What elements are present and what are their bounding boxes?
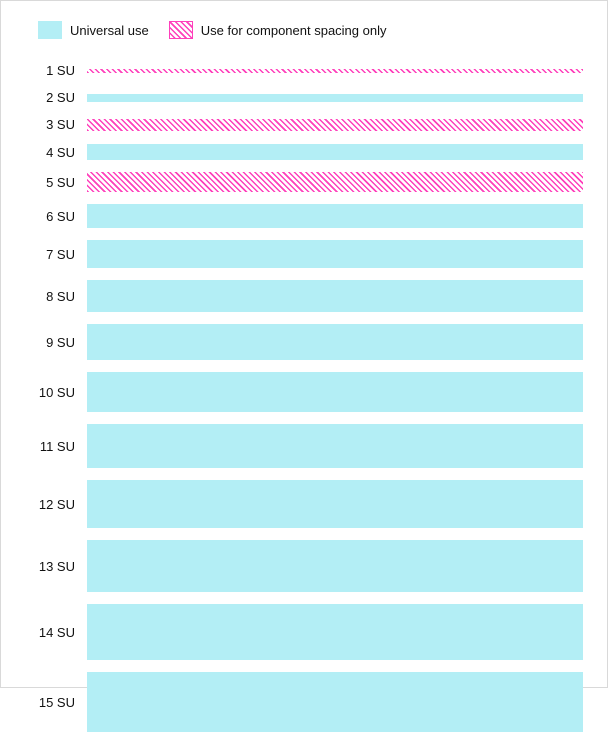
spacing-bar-universal (87, 672, 583, 732)
spacing-row-label: 14 SU (25, 625, 87, 640)
spacing-row: 13 SU (25, 540, 583, 592)
spacing-rows: 1 SU 2 SU 3 SU 4 SU 5 SU 6 SU 7 SU 8 SU 9 SU 10 S… (25, 63, 583, 732)
spacing-row-label: 8 SU (25, 289, 87, 304)
spacing-row: 4 SU (25, 144, 583, 160)
spacing-row: 8 SU (25, 280, 583, 312)
spacing-bar-universal (87, 324, 583, 360)
legend: Universal use Use for component spacing … (38, 21, 583, 39)
spacing-row: 7 SU (25, 240, 583, 268)
spacing-row-label: 11 SU (25, 439, 87, 454)
spacing-row: 12 SU (25, 480, 583, 528)
spacing-bar-universal (87, 94, 583, 102)
spacing-row-label: 9 SU (25, 335, 87, 350)
legend-universal-label: Universal use (70, 23, 149, 38)
spacing-bar-universal (87, 372, 583, 412)
spacing-row: 10 SU (25, 372, 583, 412)
spacing-row-label: 13 SU (25, 559, 87, 574)
component-spacing-swatch-icon (169, 21, 193, 39)
spacing-row-label: 6 SU (25, 209, 87, 224)
legend-component-spacing: Use for component spacing only (169, 21, 387, 39)
spacing-bar-component (87, 119, 583, 131)
legend-component-spacing-label: Use for component spacing only (201, 23, 387, 38)
spacing-bar-universal (87, 540, 583, 592)
spacing-bar-universal (87, 240, 583, 268)
spacing-row: 1 SU (25, 63, 583, 78)
spacing-row: 15 SU (25, 672, 583, 732)
spacing-row: 9 SU (25, 324, 583, 360)
spacing-row-label: 5 SU (25, 175, 87, 190)
spacing-row: 5 SU (25, 172, 583, 192)
spacing-bar-universal (87, 480, 583, 528)
spacing-row: 11 SU (25, 424, 583, 468)
spacing-row-label: 12 SU (25, 497, 87, 512)
spacing-row-label: 15 SU (25, 695, 87, 710)
spacing-row: 14 SU (25, 604, 583, 660)
spacing-row: 6 SU (25, 204, 583, 228)
universal-swatch-icon (38, 21, 62, 39)
spacing-row-label: 7 SU (25, 247, 87, 262)
spacing-row-label: 4 SU (25, 145, 87, 160)
spacing-row-label: 1 SU (25, 63, 87, 78)
spacing-bar-universal (87, 204, 583, 228)
spacing-bar-component (87, 69, 583, 73)
spacing-bar-universal (87, 144, 583, 160)
spacing-bar-component (87, 172, 583, 192)
spacing-bar-universal (87, 424, 583, 468)
spacing-row-label: 10 SU (25, 385, 87, 400)
spacing-bar-universal (87, 280, 583, 312)
spacing-row-label: 3 SU (25, 117, 87, 132)
spacing-scale-diagram: Universal use Use for component spacing … (0, 0, 608, 688)
spacing-row-label: 2 SU (25, 90, 87, 105)
spacing-row: 3 SU (25, 117, 583, 132)
spacing-row: 2 SU (25, 90, 583, 105)
legend-universal: Universal use (38, 21, 149, 39)
spacing-bar-universal (87, 604, 583, 660)
